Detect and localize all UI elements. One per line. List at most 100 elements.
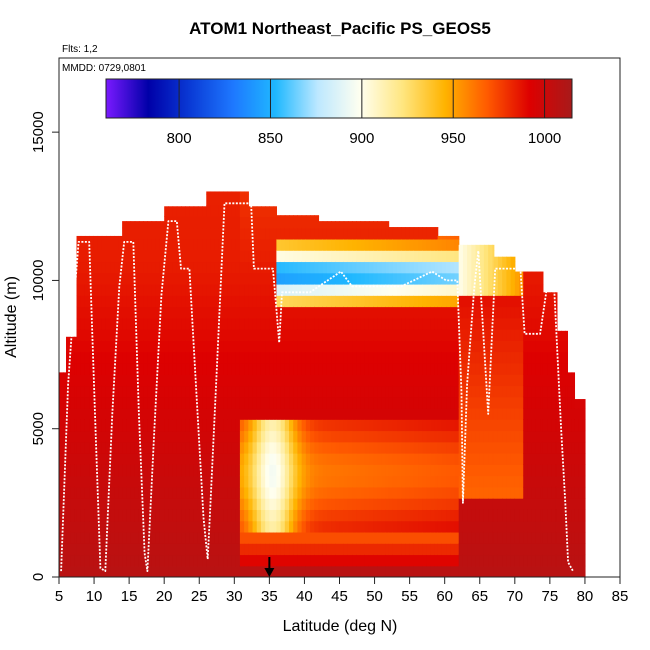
heatmap-cell — [343, 554, 349, 567]
heatmap-cell — [231, 193, 237, 206]
heatmap-cell — [193, 486, 199, 499]
heatmap-cell — [326, 221, 332, 229]
heatmap-cell — [426, 565, 432, 577]
heatmap-cell — [519, 554, 524, 567]
heatmap-cell — [235, 565, 241, 577]
heatmap-cell — [475, 283, 481, 296]
heatmap-cell — [397, 396, 402, 409]
heatmap-cell — [339, 565, 345, 577]
heatmap-cell — [193, 498, 199, 510]
heatmap-cell — [297, 295, 303, 308]
heatmap-cell — [74, 362, 78, 375]
heatmap-cell — [122, 520, 127, 533]
heatmap-cell — [335, 554, 341, 567]
heatmap-cell — [80, 565, 86, 577]
heatmap-cell — [218, 396, 224, 409]
heatmap-cell — [561, 396, 566, 409]
heatmap-cell — [134, 531, 140, 544]
heatmap-cell — [155, 227, 161, 240]
heatmap-cell — [405, 317, 411, 330]
heatmap-cell — [256, 509, 262, 522]
heatmap-cell — [454, 340, 460, 353]
heatmap-cell — [582, 399, 586, 409]
heatmap-cell — [335, 543, 341, 556]
heatmap-cell — [176, 486, 182, 499]
heatmap-cell — [523, 475, 529, 488]
heatmap-cell — [318, 531, 324, 544]
heatmap-cell — [335, 362, 341, 375]
heatmap-cell — [89, 509, 94, 522]
heatmap-cell — [223, 509, 228, 522]
heatmap-cell — [151, 396, 157, 409]
heatmap-cell — [347, 486, 353, 499]
heatmap-cell — [206, 283, 212, 296]
heatmap-cell — [301, 475, 307, 488]
heatmap-cell — [202, 238, 207, 251]
heatmap-cell — [260, 374, 266, 387]
heatmap-cell — [381, 317, 387, 330]
heatmap-cell — [235, 554, 241, 567]
heatmap-cell — [405, 498, 411, 510]
heatmap-cell — [385, 385, 390, 398]
heatmap-cell — [97, 272, 103, 285]
heatmap-cell — [126, 306, 132, 319]
heatmap-cell — [502, 396, 507, 409]
heatmap-cell — [93, 554, 99, 567]
heatmap-cell — [514, 295, 520, 308]
heatmap-cell — [339, 498, 345, 510]
heatmap-cell — [197, 272, 203, 285]
heatmap-cell — [373, 531, 378, 544]
heatmap-cell — [269, 374, 275, 387]
heatmap-cell — [265, 317, 270, 330]
heatmap-cell — [273, 565, 277, 577]
heatmap-cell — [492, 351, 495, 364]
heatmap-cell — [110, 419, 115, 432]
heatmap-cell — [535, 329, 541, 341]
heatmap-cell — [314, 272, 320, 285]
heatmap-cell — [97, 565, 103, 577]
heatmap-cell — [368, 295, 374, 308]
heatmap-cell — [93, 283, 99, 296]
heatmap-cell — [97, 464, 103, 477]
heatmap-cell — [318, 329, 324, 341]
heatmap-cell — [280, 453, 286, 465]
heatmap-cell — [227, 238, 233, 251]
heatmap-cell — [138, 554, 144, 567]
heatmap-cell — [434, 441, 439, 454]
heatmap-cell — [138, 227, 144, 240]
heatmap-cell — [101, 486, 107, 499]
heatmap-cell — [151, 531, 157, 544]
heatmap-cell — [426, 430, 432, 443]
heatmap-cell — [93, 464, 99, 477]
heatmap-cell — [437, 509, 443, 522]
heatmap-cell — [122, 498, 127, 510]
heatmap-cell — [418, 396, 423, 409]
heatmap-cell — [284, 317, 290, 330]
heatmap-cell — [206, 193, 212, 206]
heatmap-cell — [89, 554, 94, 567]
heatmap-cell — [193, 453, 199, 465]
heatmap-cell — [159, 419, 165, 432]
heatmap-cell — [289, 216, 294, 229]
heatmap-cell — [66, 351, 71, 364]
heatmap-cell — [479, 486, 485, 499]
heatmap-cell — [181, 295, 186, 308]
heatmap-cell — [244, 216, 249, 229]
heatmap-cell — [483, 464, 489, 477]
heatmap-cell — [471, 419, 477, 432]
heatmap-cell — [265, 441, 270, 454]
heatmap-cell — [377, 362, 383, 375]
heatmap-cell — [310, 374, 315, 387]
heatmap-cell — [555, 498, 558, 510]
heatmap-cell — [197, 498, 203, 510]
heatmap-cell — [181, 317, 186, 330]
heatmap-cell — [314, 227, 320, 240]
heatmap-cell — [364, 221, 370, 229]
heatmap-cell — [206, 453, 212, 465]
heatmap-cell — [76, 498, 82, 510]
heatmap-cell — [483, 475, 489, 488]
heatmap-cell — [231, 565, 237, 577]
heatmap-cell — [582, 441, 586, 454]
heatmap-cell — [426, 486, 432, 499]
heatmap-cell — [134, 430, 140, 443]
